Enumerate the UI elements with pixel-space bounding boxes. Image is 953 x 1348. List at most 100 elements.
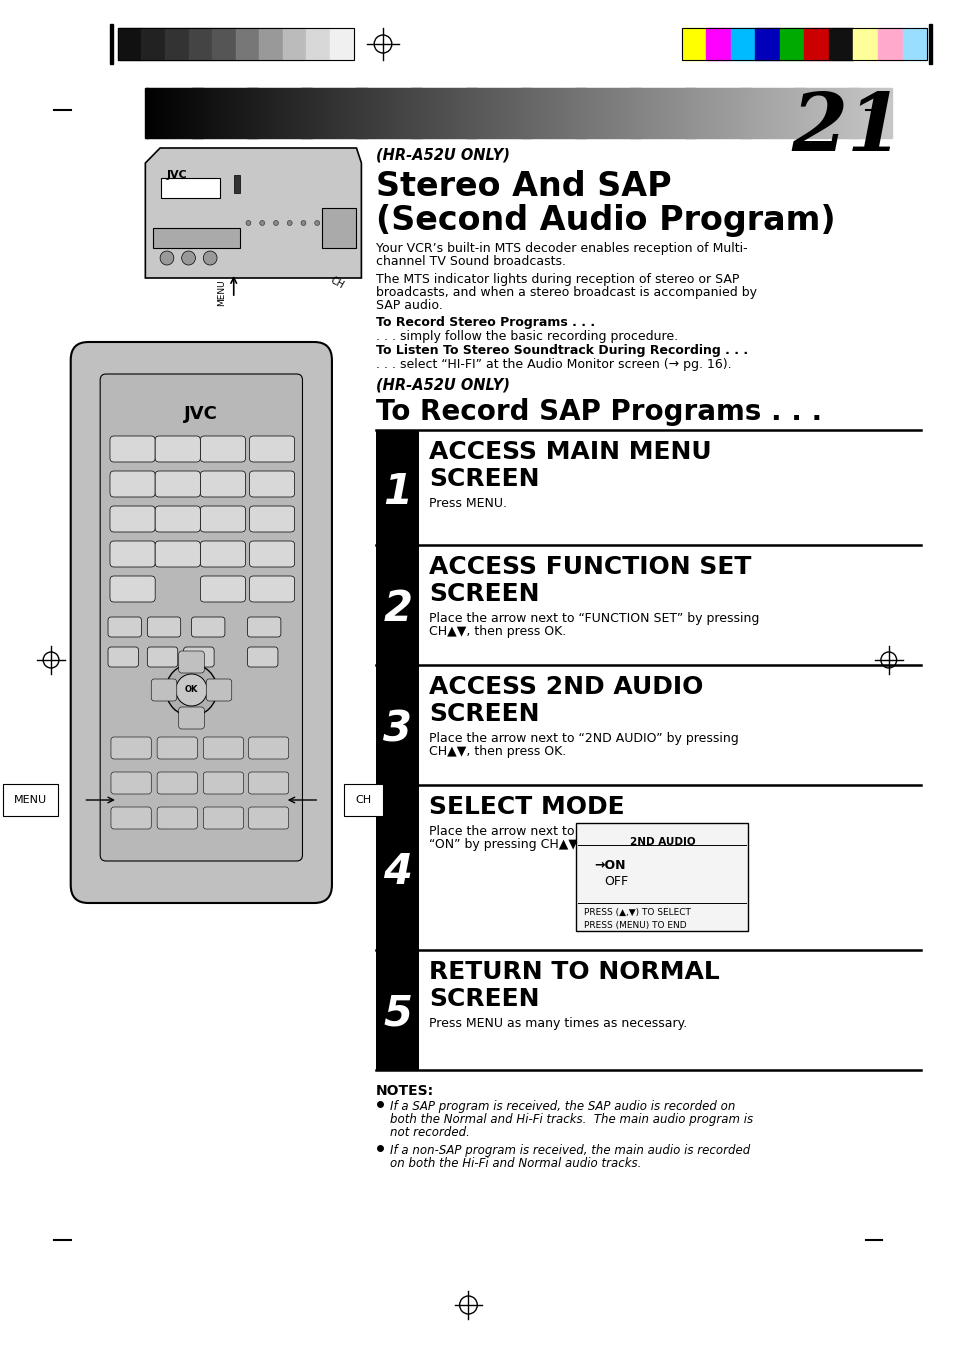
Bar bbox=[436, 88, 437, 137]
Bar bbox=[623, 88, 624, 137]
Bar bbox=[271, 88, 272, 137]
Bar bbox=[887, 88, 888, 137]
Bar bbox=[458, 88, 459, 137]
FancyBboxPatch shape bbox=[110, 506, 155, 532]
Bar bbox=[663, 88, 664, 137]
Bar bbox=[237, 88, 238, 137]
Bar bbox=[343, 88, 345, 137]
Bar bbox=[585, 88, 586, 137]
Bar bbox=[825, 88, 826, 137]
Bar bbox=[214, 88, 216, 137]
Bar bbox=[554, 88, 555, 137]
Bar bbox=[306, 88, 307, 137]
Bar bbox=[513, 88, 515, 137]
Text: JVC: JVC bbox=[184, 404, 218, 423]
Bar bbox=[843, 88, 845, 137]
Bar bbox=[698, 88, 699, 137]
Bar bbox=[416, 88, 417, 137]
Bar bbox=[862, 88, 863, 137]
Bar bbox=[292, 88, 293, 137]
Bar bbox=[429, 88, 430, 137]
Bar bbox=[266, 88, 267, 137]
Text: To Record Stereo Programs . . .: To Record Stereo Programs . . . bbox=[375, 315, 595, 329]
Bar bbox=[837, 88, 838, 137]
Bar bbox=[555, 88, 556, 137]
Bar bbox=[186, 88, 187, 137]
Bar bbox=[720, 88, 721, 137]
Bar bbox=[396, 88, 397, 137]
Bar bbox=[503, 88, 504, 137]
Bar bbox=[767, 88, 768, 137]
Bar bbox=[580, 88, 582, 137]
Bar bbox=[852, 88, 853, 137]
Bar bbox=[375, 430, 419, 545]
Bar bbox=[726, 88, 727, 137]
Circle shape bbox=[175, 674, 207, 706]
Bar bbox=[418, 88, 419, 137]
Bar bbox=[282, 28, 306, 61]
Bar bbox=[209, 88, 211, 137]
Bar bbox=[847, 88, 849, 137]
Bar bbox=[660, 88, 661, 137]
Bar bbox=[521, 88, 522, 137]
Bar bbox=[161, 88, 162, 137]
Bar bbox=[735, 88, 736, 137]
Bar bbox=[586, 88, 587, 137]
Bar bbox=[202, 88, 203, 137]
Bar bbox=[240, 88, 241, 137]
Bar bbox=[876, 88, 878, 137]
Bar bbox=[235, 28, 259, 61]
Bar bbox=[576, 88, 578, 137]
Bar bbox=[597, 88, 598, 137]
Bar bbox=[354, 88, 355, 137]
Bar bbox=[145, 88, 147, 137]
Bar bbox=[811, 88, 813, 137]
Bar bbox=[604, 88, 605, 137]
Bar bbox=[363, 88, 364, 137]
Bar bbox=[637, 88, 638, 137]
Bar bbox=[481, 88, 483, 137]
Bar bbox=[361, 88, 362, 137]
Bar bbox=[238, 88, 239, 137]
Bar bbox=[456, 88, 457, 137]
Bar bbox=[259, 28, 282, 61]
Bar bbox=[730, 28, 755, 61]
Bar bbox=[374, 88, 375, 137]
Bar bbox=[869, 88, 870, 137]
Bar bbox=[696, 88, 697, 137]
Bar bbox=[765, 88, 766, 137]
Bar bbox=[815, 88, 817, 137]
Bar bbox=[498, 88, 499, 137]
FancyBboxPatch shape bbox=[147, 617, 180, 638]
Bar bbox=[774, 88, 775, 137]
Bar bbox=[208, 88, 209, 137]
Bar bbox=[575, 88, 576, 137]
Bar bbox=[307, 88, 308, 137]
FancyBboxPatch shape bbox=[110, 576, 155, 603]
Bar bbox=[188, 88, 189, 137]
Bar bbox=[723, 88, 724, 137]
FancyBboxPatch shape bbox=[111, 807, 152, 829]
Bar bbox=[484, 88, 485, 137]
Bar bbox=[539, 88, 540, 137]
Bar bbox=[428, 88, 429, 137]
Bar bbox=[638, 88, 639, 137]
Bar bbox=[890, 88, 891, 137]
Text: OK: OK bbox=[185, 686, 198, 694]
Bar bbox=[362, 88, 363, 137]
Bar bbox=[335, 88, 336, 137]
Bar bbox=[118, 28, 141, 61]
Circle shape bbox=[246, 221, 251, 225]
Bar bbox=[865, 88, 866, 137]
Bar bbox=[417, 88, 418, 137]
Bar bbox=[529, 88, 530, 137]
Bar bbox=[494, 88, 495, 137]
Bar bbox=[713, 88, 715, 137]
Bar bbox=[392, 88, 393, 137]
Bar bbox=[233, 175, 239, 193]
Bar bbox=[746, 88, 748, 137]
Bar bbox=[165, 28, 189, 61]
Bar bbox=[542, 88, 544, 137]
Bar bbox=[789, 88, 790, 137]
Bar bbox=[299, 88, 300, 137]
